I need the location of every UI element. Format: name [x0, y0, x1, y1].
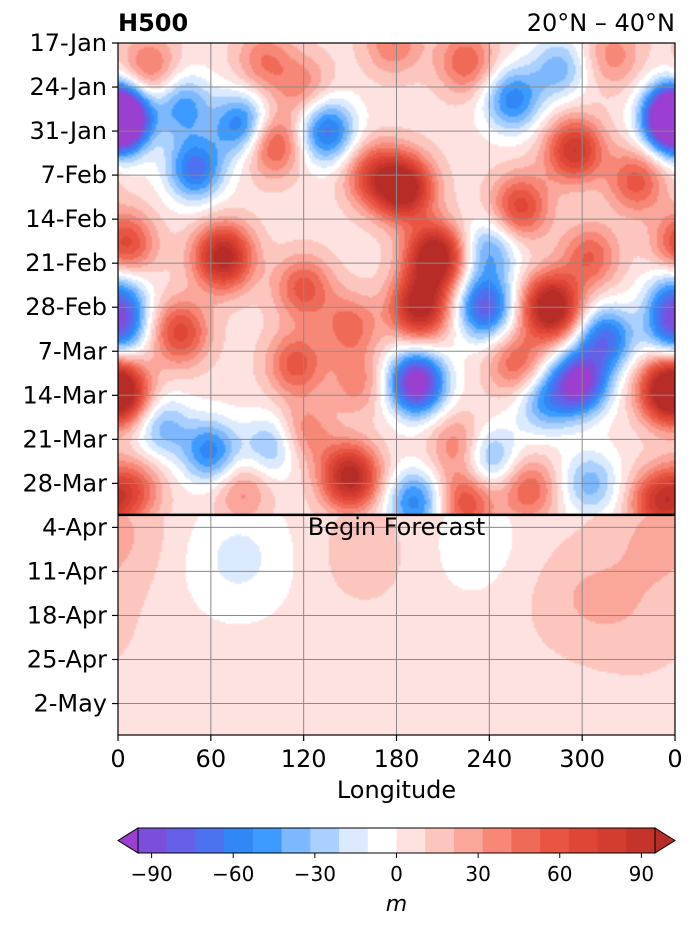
colorbar-segment [310, 828, 340, 853]
colorbar-segment [568, 828, 599, 853]
x-axis: 0 60 120 180 240 300 0 [110, 735, 683, 773]
y-tick-label: 18-Apr [27, 601, 107, 629]
colorbar-segment [166, 828, 196, 853]
begin-forecast-label: Begin Forecast [308, 513, 486, 541]
y-tick-label: 25-Apr [27, 646, 107, 674]
colorbar-segment [195, 828, 225, 853]
colorbar-segment [367, 828, 397, 853]
colorbar: −90 −60 −30 0 30 60 90 [117, 827, 676, 886]
colorbar-segment [396, 828, 426, 853]
y-tick-label: 17-Jan [29, 29, 107, 57]
x-tick-label: 0 [667, 745, 682, 773]
plot-area [118, 43, 675, 735]
y-tick-label: 14-Feb [25, 205, 107, 233]
colorbar-segment [626, 828, 656, 853]
x-tick-label: 0 [110, 745, 125, 773]
x-tick-label: 120 [281, 745, 327, 773]
colorbar-segment [511, 828, 541, 853]
colorbar-segment [425, 828, 455, 853]
colorbar-segment [482, 828, 512, 853]
y-tick-label: 21-Mar [23, 425, 108, 453]
y-tick-label: 31-Jan [29, 117, 107, 145]
colorbar-tick-label: 90 [629, 862, 654, 886]
colorbar-segment [224, 828, 254, 853]
y-tick-label: 2-May [33, 690, 107, 718]
x-tick-label: 180 [374, 745, 420, 773]
y-tick-label: 4-Apr [42, 513, 107, 541]
x-tick-label: 60 [196, 745, 227, 773]
chart-title-right: 20°N – 40°N [527, 9, 675, 37]
colorbar-segment [281, 828, 311, 853]
colorbar-extend-low [117, 827, 139, 854]
colorbar-label: m [386, 892, 407, 917]
chart-title-left: H500 [118, 9, 188, 37]
x-axis-label: Longitude [337, 776, 456, 804]
x-tick-label: 240 [466, 745, 512, 773]
x-tick-label: 300 [559, 745, 605, 773]
y-tick-label: 14-Mar [23, 381, 108, 409]
colorbar-segment [252, 828, 283, 853]
colorbar-tick-label: 60 [547, 862, 572, 886]
colorbar-tick-label: 30 [465, 862, 490, 886]
y-tick-label: 11-Apr [27, 557, 107, 585]
colorbar-segment [597, 828, 627, 853]
colorbar-tick-label: 0 [390, 862, 403, 886]
y-axis: 17-Jan 24-Jan 31-Jan 7-Feb 14-Feb 21-Feb 28-Fe… [23, 29, 118, 718]
colorbar-extend-high [654, 827, 676, 854]
y-tick-label: 28-Feb [25, 293, 107, 321]
colorbar-tick-label: −90 [130, 862, 172, 886]
colorbar-tick-label: −30 [294, 862, 336, 886]
colorbar-segment [453, 828, 484, 853]
colorbar-segment [540, 828, 570, 853]
y-tick-label: 7-Feb [41, 161, 107, 189]
y-tick-label: 21-Feb [25, 249, 107, 277]
colorbar-segment [339, 828, 369, 853]
y-tick-label: 7-Mar [38, 337, 107, 365]
colorbar-segment [138, 828, 168, 853]
y-tick-label: 24-Jan [29, 73, 107, 101]
colorbar-tick-label: −60 [212, 862, 254, 886]
y-tick-label: 28-Mar [23, 469, 108, 497]
grid-lines [118, 43, 675, 735]
